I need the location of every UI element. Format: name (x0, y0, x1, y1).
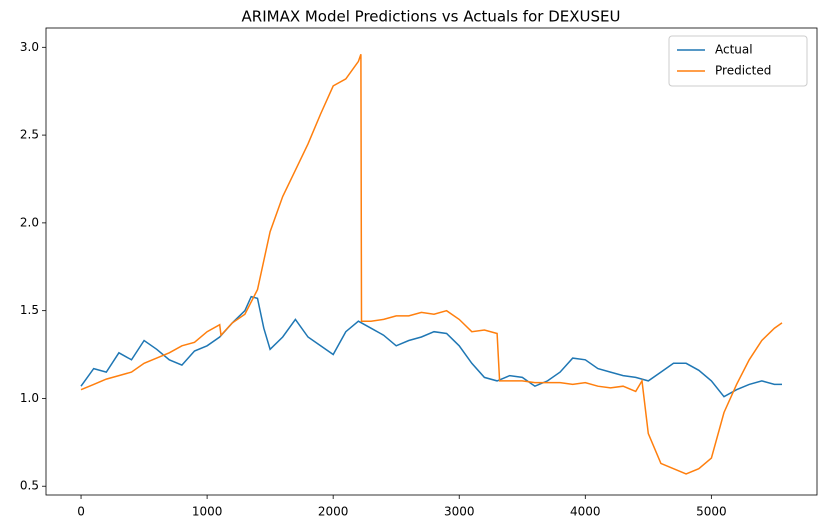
y-tick-label: 0.5 (20, 479, 39, 493)
y-tick-label: 2.0 (20, 215, 39, 229)
y-tick-label: 3.0 (20, 40, 39, 54)
x-tick-label: 4000 (570, 505, 601, 519)
x-tick-label: 3000 (444, 505, 475, 519)
chart-title: ARIMAX Model Predictions vs Actuals for … (242, 8, 621, 26)
y-tick-label: 2.5 (20, 128, 39, 142)
x-tick-label: 0 (77, 505, 85, 519)
legend-label: Actual (715, 43, 753, 57)
series-line (80, 295, 782, 398)
legend-label: Predicted (715, 64, 771, 78)
series-line (80, 54, 783, 475)
y-tick-label: 1.0 (20, 391, 39, 405)
y-tick-label: 1.5 (20, 303, 39, 317)
plot-frame (45, 27, 818, 496)
x-tick-label: 1000 (192, 505, 223, 519)
x-tick-label: 5000 (696, 505, 727, 519)
legend-box (668, 35, 808, 87)
x-tick-label: 2000 (318, 505, 349, 519)
